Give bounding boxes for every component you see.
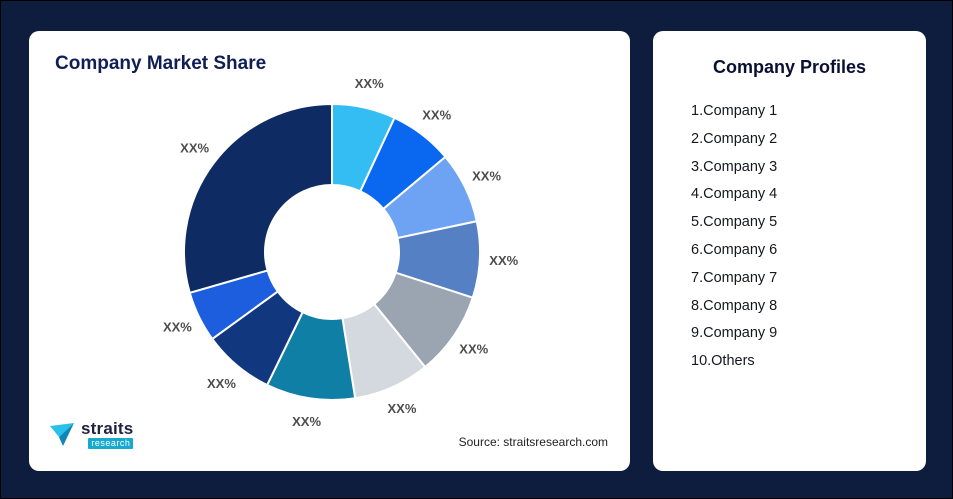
- segment-label: XX%: [422, 108, 451, 123]
- profiles-list: 1.Company 1 2.Company 2 3.Company 3 4.Co…: [653, 98, 926, 376]
- list-item: 10.Others: [691, 353, 755, 370]
- logo-subtitle: research: [88, 438, 134, 449]
- source-text: Source: straitsresearch.com: [458, 435, 608, 449]
- segment-label: XX%: [180, 140, 209, 155]
- segment-label: XX%: [459, 341, 488, 356]
- logo-text: straits research: [81, 419, 134, 449]
- list-item: 9.Company 9: [691, 325, 778, 342]
- list-item: 4.Company 4: [691, 186, 778, 203]
- segment-label: XX%: [207, 376, 236, 391]
- logo-arrow-icon: [50, 422, 74, 446]
- list-item: 3.Company 3: [691, 158, 778, 175]
- segment-label: XX%: [292, 414, 321, 429]
- list-item: 5.Company 5: [691, 214, 778, 231]
- segment-label: XX%: [489, 253, 518, 268]
- company-profiles-card: Company Profiles 1.Company 1 2.Company 2…: [653, 31, 926, 471]
- list-item: 1.Company 1: [691, 103, 778, 119]
- profiles-title: Company Profiles: [712, 57, 867, 77]
- market-share-donut-chart: XX% XX% XX% XX% XX% XX% XX% XX% XX% XX%: [163, 76, 519, 429]
- straits-research-logo: straits research: [49, 419, 134, 449]
- list-item: 8.Company 8: [691, 297, 778, 314]
- list-item: 7.Company 7: [691, 269, 778, 286]
- segment-label: XX%: [472, 169, 501, 184]
- list-item: 6.Company 6: [691, 241, 778, 258]
- market-share-card: Company Market Share XX% XX% XX% XX% XX% XX% X…: [29, 31, 630, 471]
- segment-label: XX%: [163, 319, 192, 334]
- list-item: 2.Company 2: [691, 130, 778, 147]
- segment-label: XX%: [355, 76, 384, 91]
- segment-label: XX%: [388, 401, 417, 416]
- chart-title: Company Market Share: [55, 53, 267, 74]
- logo-name: straits: [81, 419, 134, 438]
- donut-segment: [183, 102, 333, 295]
